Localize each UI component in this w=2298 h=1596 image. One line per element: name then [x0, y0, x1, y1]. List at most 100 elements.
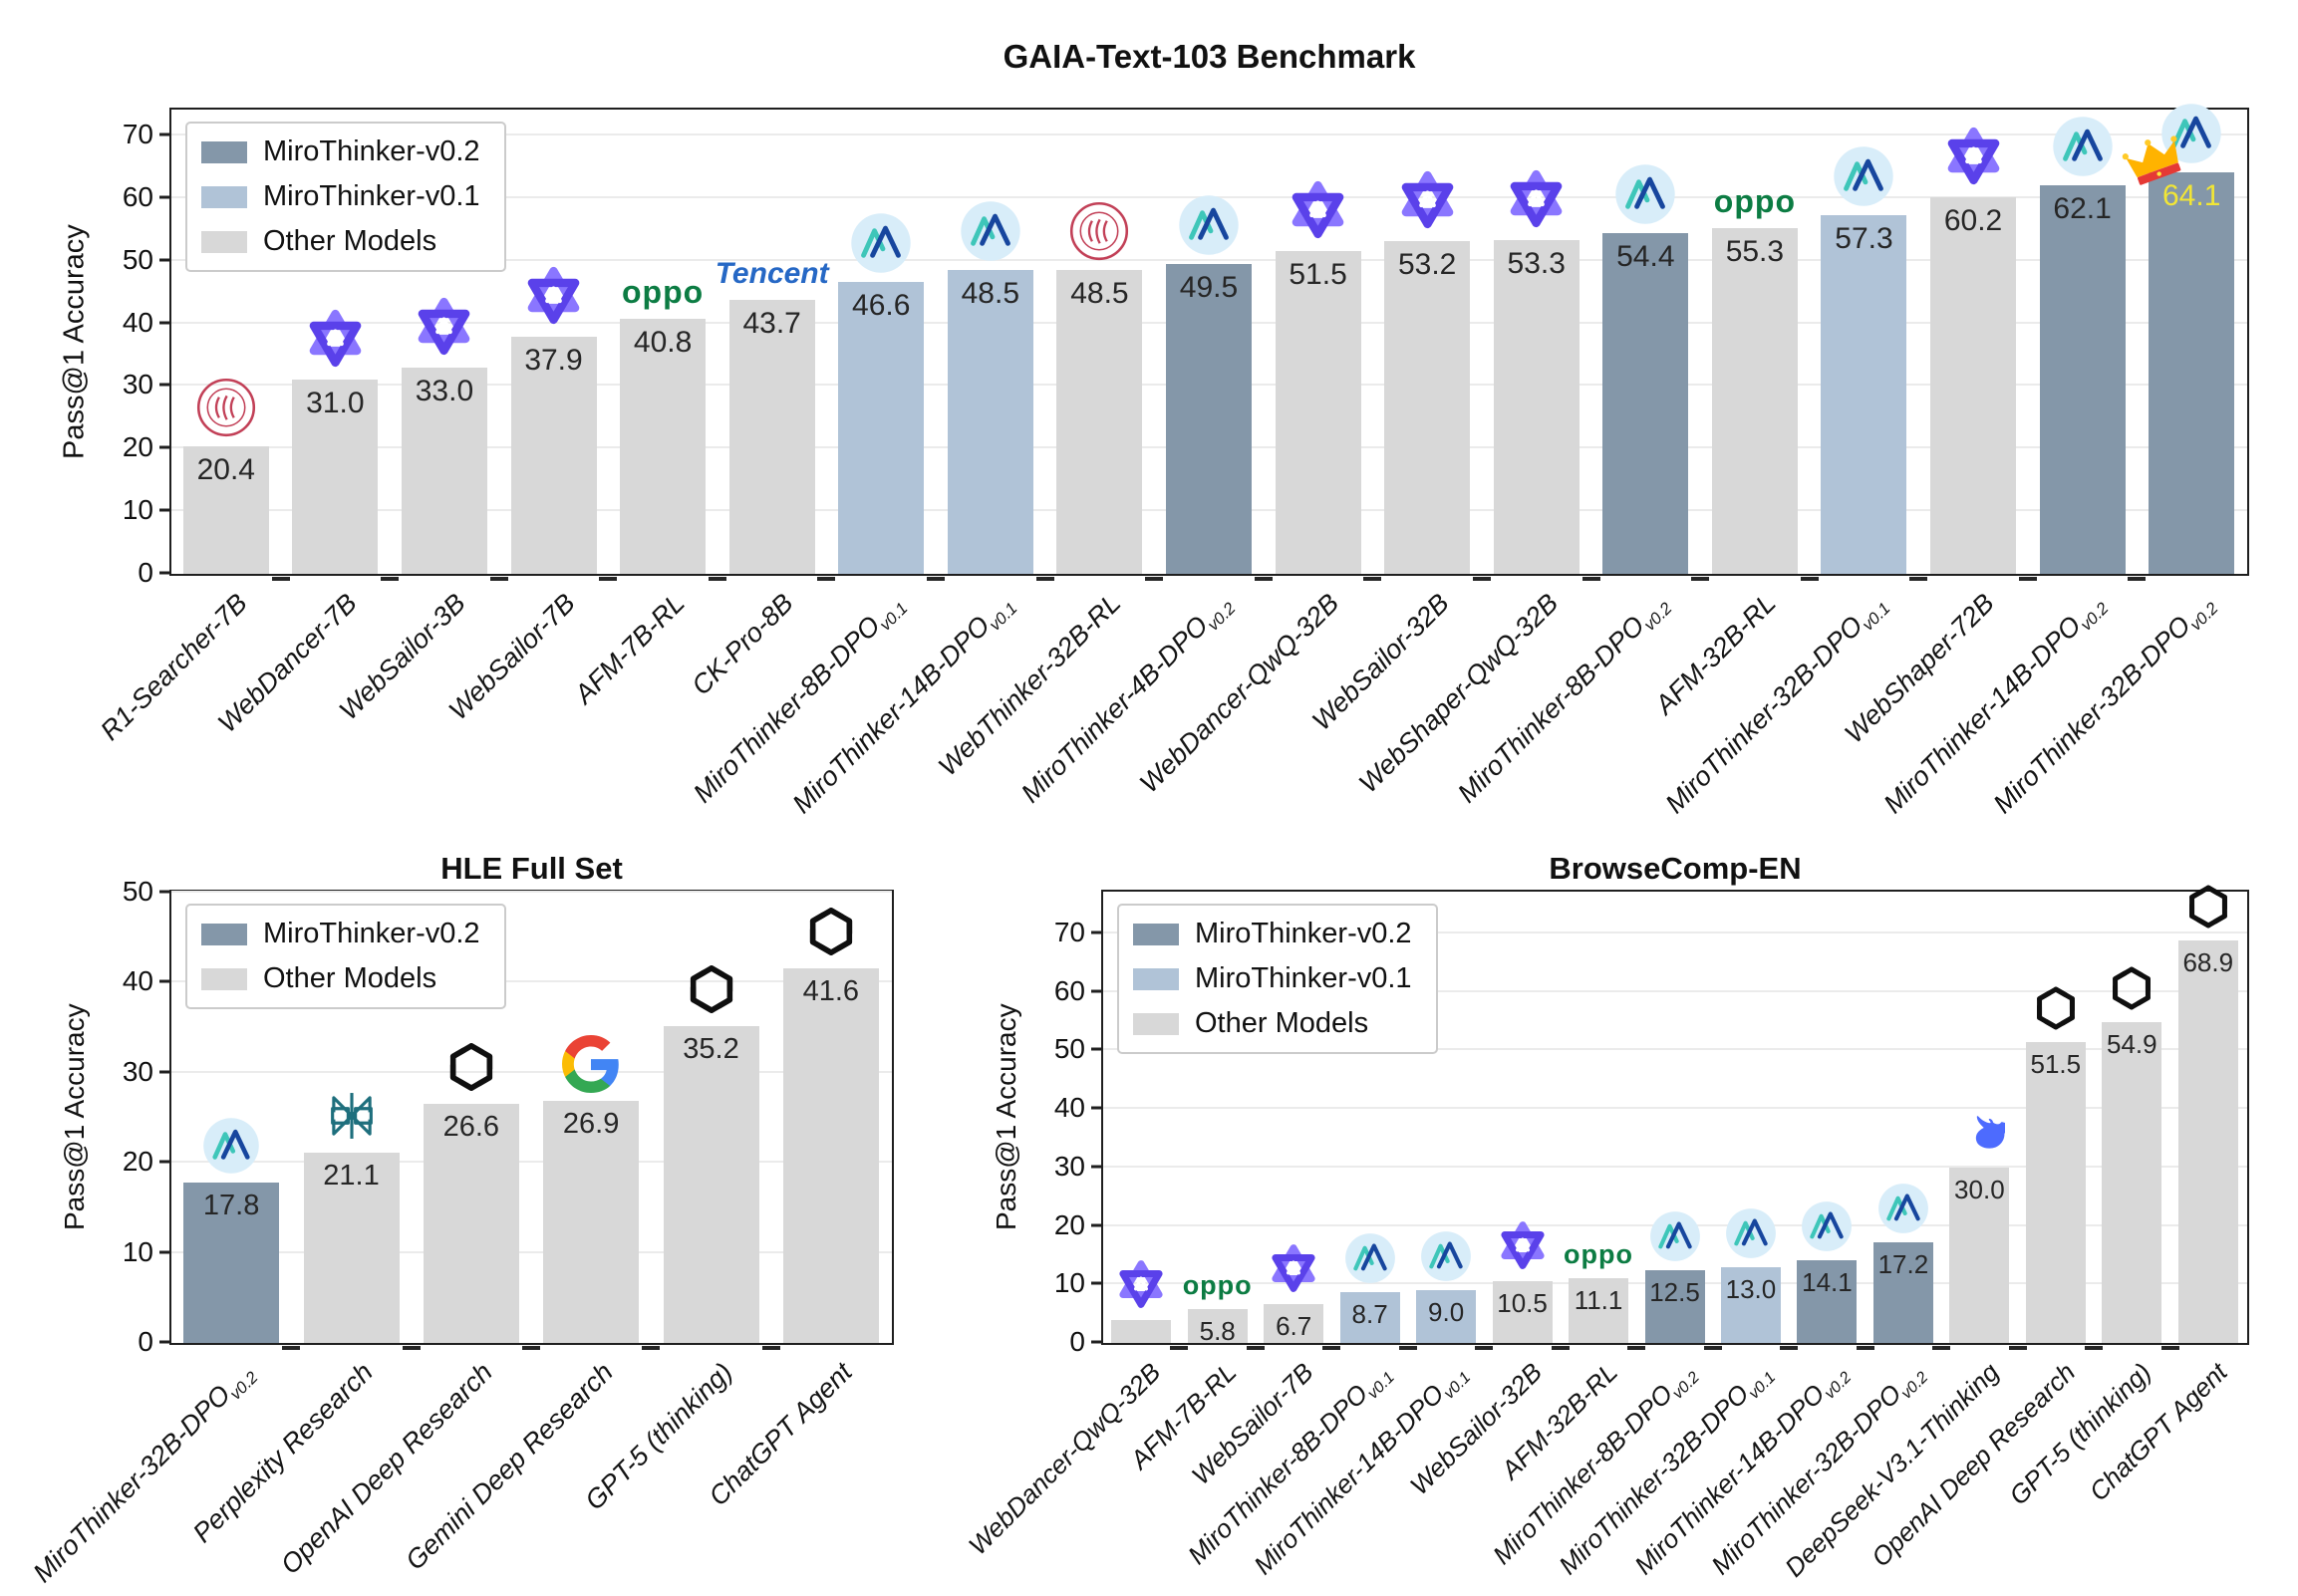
x-tick-mark [2160, 1346, 2179, 1350]
gridline [171, 321, 2247, 324]
chart-bar: 26.6 [423, 1103, 519, 1343]
legend-swatch-mirothinker_v01 [201, 185, 247, 208]
mirothinker-icon [1801, 1200, 1853, 1252]
bar-value-label: 10.5 [1497, 1288, 1548, 1319]
bar-value-label: 43.7 [742, 307, 801, 341]
x-tick-mark [708, 577, 726, 581]
mirothinker-icon [1420, 1230, 1472, 1282]
x-tick-mark [271, 577, 290, 581]
legend: MiroThinker-v0.2 Other Models [185, 904, 506, 1009]
legend-swatch-other_models [201, 230, 247, 253]
legend-swatch-mirothinker_v02 [201, 140, 247, 163]
gridline [171, 195, 2247, 198]
x-axis-labels: MiroThinker-32B-DPOv0.2 Perplexity Resear… [27, 1357, 859, 1589]
x-axis-labels: R1-Searcher-7B WebDancer-7B WebSailor-3B We… [95, 588, 2222, 820]
chart-bar: 46.6 [838, 282, 925, 574]
bar-value-label: 68.9 [2182, 946, 2234, 977]
tongyi-icon [1394, 166, 1461, 233]
gridline [171, 133, 2247, 136]
bar-value-label: 54.4 [1616, 240, 1675, 274]
chart-bar: 48.5 [1056, 270, 1143, 574]
oppo-icon: oppo [1564, 1238, 1634, 1269]
chart-bar: 57.3 [1821, 214, 1907, 574]
bar-value-label: 57.3 [1835, 221, 1893, 255]
y-tick-label: 0 [1069, 1326, 1085, 1357]
y-axis-label: Pass@1 Accuracy [59, 1003, 90, 1231]
y-tick-label: 20 [1053, 1208, 1085, 1240]
bar-value-label: 51.5 [2030, 1048, 2082, 1079]
x-tick-mark [1170, 1346, 1189, 1350]
tongyi-icon [1285, 176, 1351, 243]
chart-bar: 35.2 [663, 1025, 759, 1343]
x-tick-mark [1363, 577, 1382, 581]
oppo-icon: oppo [1713, 182, 1796, 219]
x-tick-mark [1932, 1346, 1951, 1350]
gridline [1103, 1223, 2247, 1226]
gridline [171, 1161, 892, 1164]
chart-bar: 12.5 [1644, 1269, 1705, 1343]
legend-item: MiroThinker-v0.2 [1133, 918, 1412, 950]
chart-bar: 64.1 [2149, 172, 2235, 574]
y-tick-label: 60 [1053, 974, 1085, 1006]
y-tick-mark [1091, 1165, 1101, 1169]
tencent-icon: Tencent [715, 256, 829, 290]
y-tick-label: 40 [122, 306, 153, 338]
legend-label: MiroThinker-v0.2 [263, 918, 480, 949]
bar-value-label: 55.3 [1725, 234, 1785, 268]
x-tick-mark [1246, 1346, 1265, 1350]
y-tick-label: 60 [122, 180, 153, 212]
y-tick-label: 20 [122, 1146, 153, 1178]
chart-bar: 9.0 [1416, 1290, 1477, 1343]
chart-bar: 43.7 [728, 300, 815, 574]
openai-icon [2030, 982, 2082, 1034]
gridline [1103, 1282, 2247, 1285]
tongyi-icon [1503, 165, 1570, 232]
x-tick-mark [1475, 1346, 1494, 1350]
y-tick-mark [159, 1160, 169, 1164]
legend-label: Other Models [263, 962, 437, 994]
mirothinker-icon [2052, 116, 2114, 177]
chart-bar: 33.0 [401, 367, 487, 574]
y-tick-label: 0 [138, 1326, 153, 1357]
x-tick-mark [1780, 1346, 1799, 1350]
gridline [171, 446, 2247, 449]
legend-item: MiroThinker-v0.2 [201, 918, 480, 950]
y-tick-mark [159, 133, 169, 136]
mirothinker-icon [1877, 1183, 1929, 1234]
y-tick-label: 20 [122, 431, 153, 463]
chart-bar: 21.1 [303, 1153, 400, 1343]
y-tick-mark [159, 890, 169, 894]
renmin-university-icon [1068, 200, 1130, 262]
chart-bar: 53.3 [1493, 240, 1580, 574]
tongyi-icon [1266, 1240, 1321, 1296]
bar-value-label: 51.5 [1289, 258, 1347, 292]
y-tick-mark [159, 383, 169, 387]
legend-swatch-mirothinker_v02 [201, 923, 247, 945]
chart-bar: 51.5 [2025, 1041, 2086, 1343]
chart-bar [1111, 1319, 1172, 1343]
chart-bar: 10.5 [1492, 1281, 1553, 1343]
chart-bar: 8.7 [1339, 1291, 1400, 1343]
chart-bar: 31.0 [292, 380, 379, 574]
chart-bar: 55.3 [1711, 227, 1798, 574]
bar-value-label: 20.4 [196, 452, 255, 486]
renmin-university-icon [195, 377, 257, 438]
y-tick-mark [159, 445, 169, 449]
mirothinker-icon [960, 200, 1021, 262]
chart-bar: 60.2 [1930, 196, 2017, 574]
gridline [171, 891, 892, 893]
chart-bar: 48.5 [947, 270, 1033, 574]
plot-area: 0 10 20 30 40 50 MiroThinker-v0.2 Other Models 1… [123, 876, 894, 1357]
x-tick-mark [2128, 577, 2147, 581]
x-tick-mark [282, 1346, 301, 1350]
x-tick-mark [1322, 1346, 1341, 1350]
x-tick-mark [1800, 577, 1819, 581]
chart-bar: 49.5 [1166, 263, 1252, 574]
tongyi-icon [411, 293, 477, 360]
tongyi-icon [302, 305, 369, 372]
chart-bar: 54.9 [2102, 1021, 2162, 1343]
tongyi-icon [520, 262, 587, 329]
